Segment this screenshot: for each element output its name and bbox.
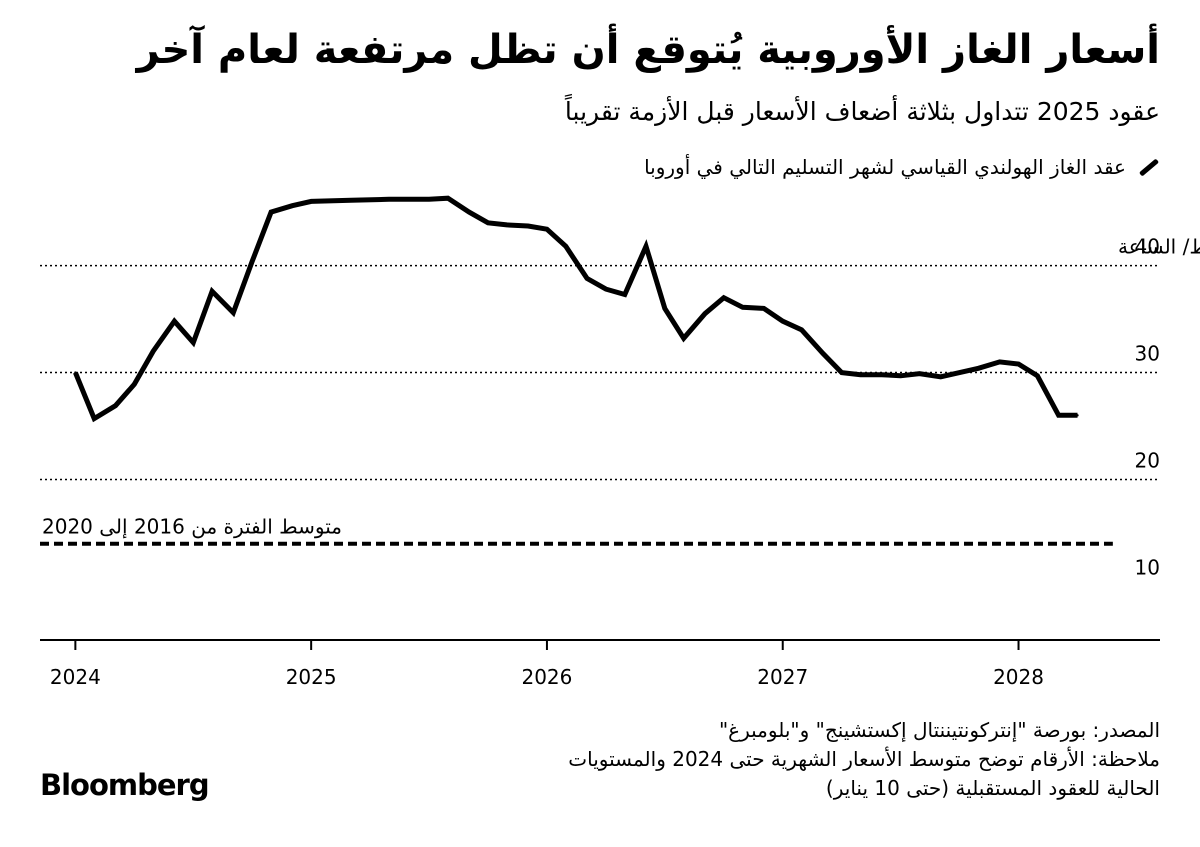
data-point (114, 404, 117, 407)
data-point (173, 320, 176, 323)
data-point (545, 228, 549, 231)
data-point (269, 210, 273, 214)
data-point (821, 352, 825, 355)
data-point (682, 337, 685, 340)
data-point (446, 196, 450, 200)
data-point (93, 417, 96, 420)
y-unit-label: يورو لكل ميغاواط/ الساعة (1118, 235, 1200, 259)
data-point (880, 373, 883, 376)
x-tick-label-2026: 2026 (521, 665, 572, 689)
data-point (192, 341, 195, 344)
data-point (232, 311, 235, 314)
data-point (585, 277, 589, 280)
data-point (387, 198, 391, 201)
data-point (918, 372, 921, 375)
data-point (644, 245, 648, 248)
data-point (703, 312, 707, 315)
y-tick-label-30: 30 (1135, 342, 1160, 366)
data-point (722, 296, 725, 299)
data-point (840, 371, 843, 374)
data-point (467, 210, 471, 214)
data-point (251, 260, 254, 263)
data-point (663, 307, 667, 310)
x-tick-label-2027: 2027 (757, 665, 808, 689)
data-point (800, 328, 803, 331)
data-point (151, 349, 155, 353)
data-point (486, 221, 490, 224)
data-point (291, 204, 294, 207)
bloomberg-logo: Bloomberg (40, 768, 210, 802)
note-line-1: ملاحظة: الأرقام توضح متوسط الأسعار الشهر… (568, 747, 1160, 771)
x-tick-label-2028: 2028 (993, 665, 1044, 689)
data-point (1017, 362, 1020, 366)
gridlines (40, 264, 1160, 481)
data-point (133, 383, 136, 386)
data-point (899, 374, 902, 377)
data-point (859, 373, 862, 376)
data-point (564, 245, 568, 248)
legend: عقد الغاز الهولندي القياسي لشهر التسليم … (644, 152, 1160, 182)
y-tick-label-20: 20 (1135, 449, 1160, 473)
data-point (781, 320, 784, 323)
legend-label: عقد الغاز الهولندي القياسي لشهر التسليم … (644, 155, 1126, 179)
reference-line-label: متوسط الفترة من 2016 إلى 2020 (42, 515, 342, 540)
data-point (623, 293, 626, 296)
data-point (1036, 374, 1039, 377)
chart-title: أسعار الغاز الأوروبية يُتوقع أن تظل مرتف… (136, 27, 1160, 73)
data-point (427, 198, 431, 201)
x-tick-label-2024: 2024 (50, 665, 101, 689)
x-tick-label-2025: 2025 (286, 665, 337, 689)
data-point (604, 287, 608, 291)
data-point (939, 375, 942, 379)
data-point (1057, 414, 1060, 417)
data-point (210, 290, 214, 293)
series-group (73, 195, 1079, 423)
note-line-2: الحالية للعقود المستقبلية (حتى 10 يناير) (825, 776, 1160, 800)
data-point (350, 199, 353, 202)
data-point (309, 200, 313, 203)
source-text: المصدر: بورصة "إنتركونتيننتال إكستشينج" … (718, 718, 1160, 742)
series-line-0 (73, 195, 1078, 423)
notes: المصدر: بورصة "إنتركونتيننتال إكستشينج" … (440, 716, 1160, 803)
y-tick-label-40: 40 (1135, 235, 1160, 259)
data-point (998, 360, 1001, 364)
data-point (958, 371, 961, 374)
chart-subtitle: عقود 2025 تتداول بثلاثة أضعاف الأسعار قب… (564, 97, 1160, 126)
data-point (526, 224, 530, 228)
data-point (1076, 414, 1079, 417)
data-point (505, 223, 509, 227)
data-point (762, 307, 766, 310)
data-point (74, 371, 77, 374)
data-point (977, 367, 980, 370)
data-point (741, 306, 744, 309)
axes: 10 20 30 40يورو لكل ميغاواط/ الساعة 2024 2025… (40, 235, 1200, 689)
reference-line-group: متوسط الفترة من 2016 إلى 2020 (40, 515, 1113, 546)
y-tick-label-10: 10 (1135, 556, 1160, 580)
